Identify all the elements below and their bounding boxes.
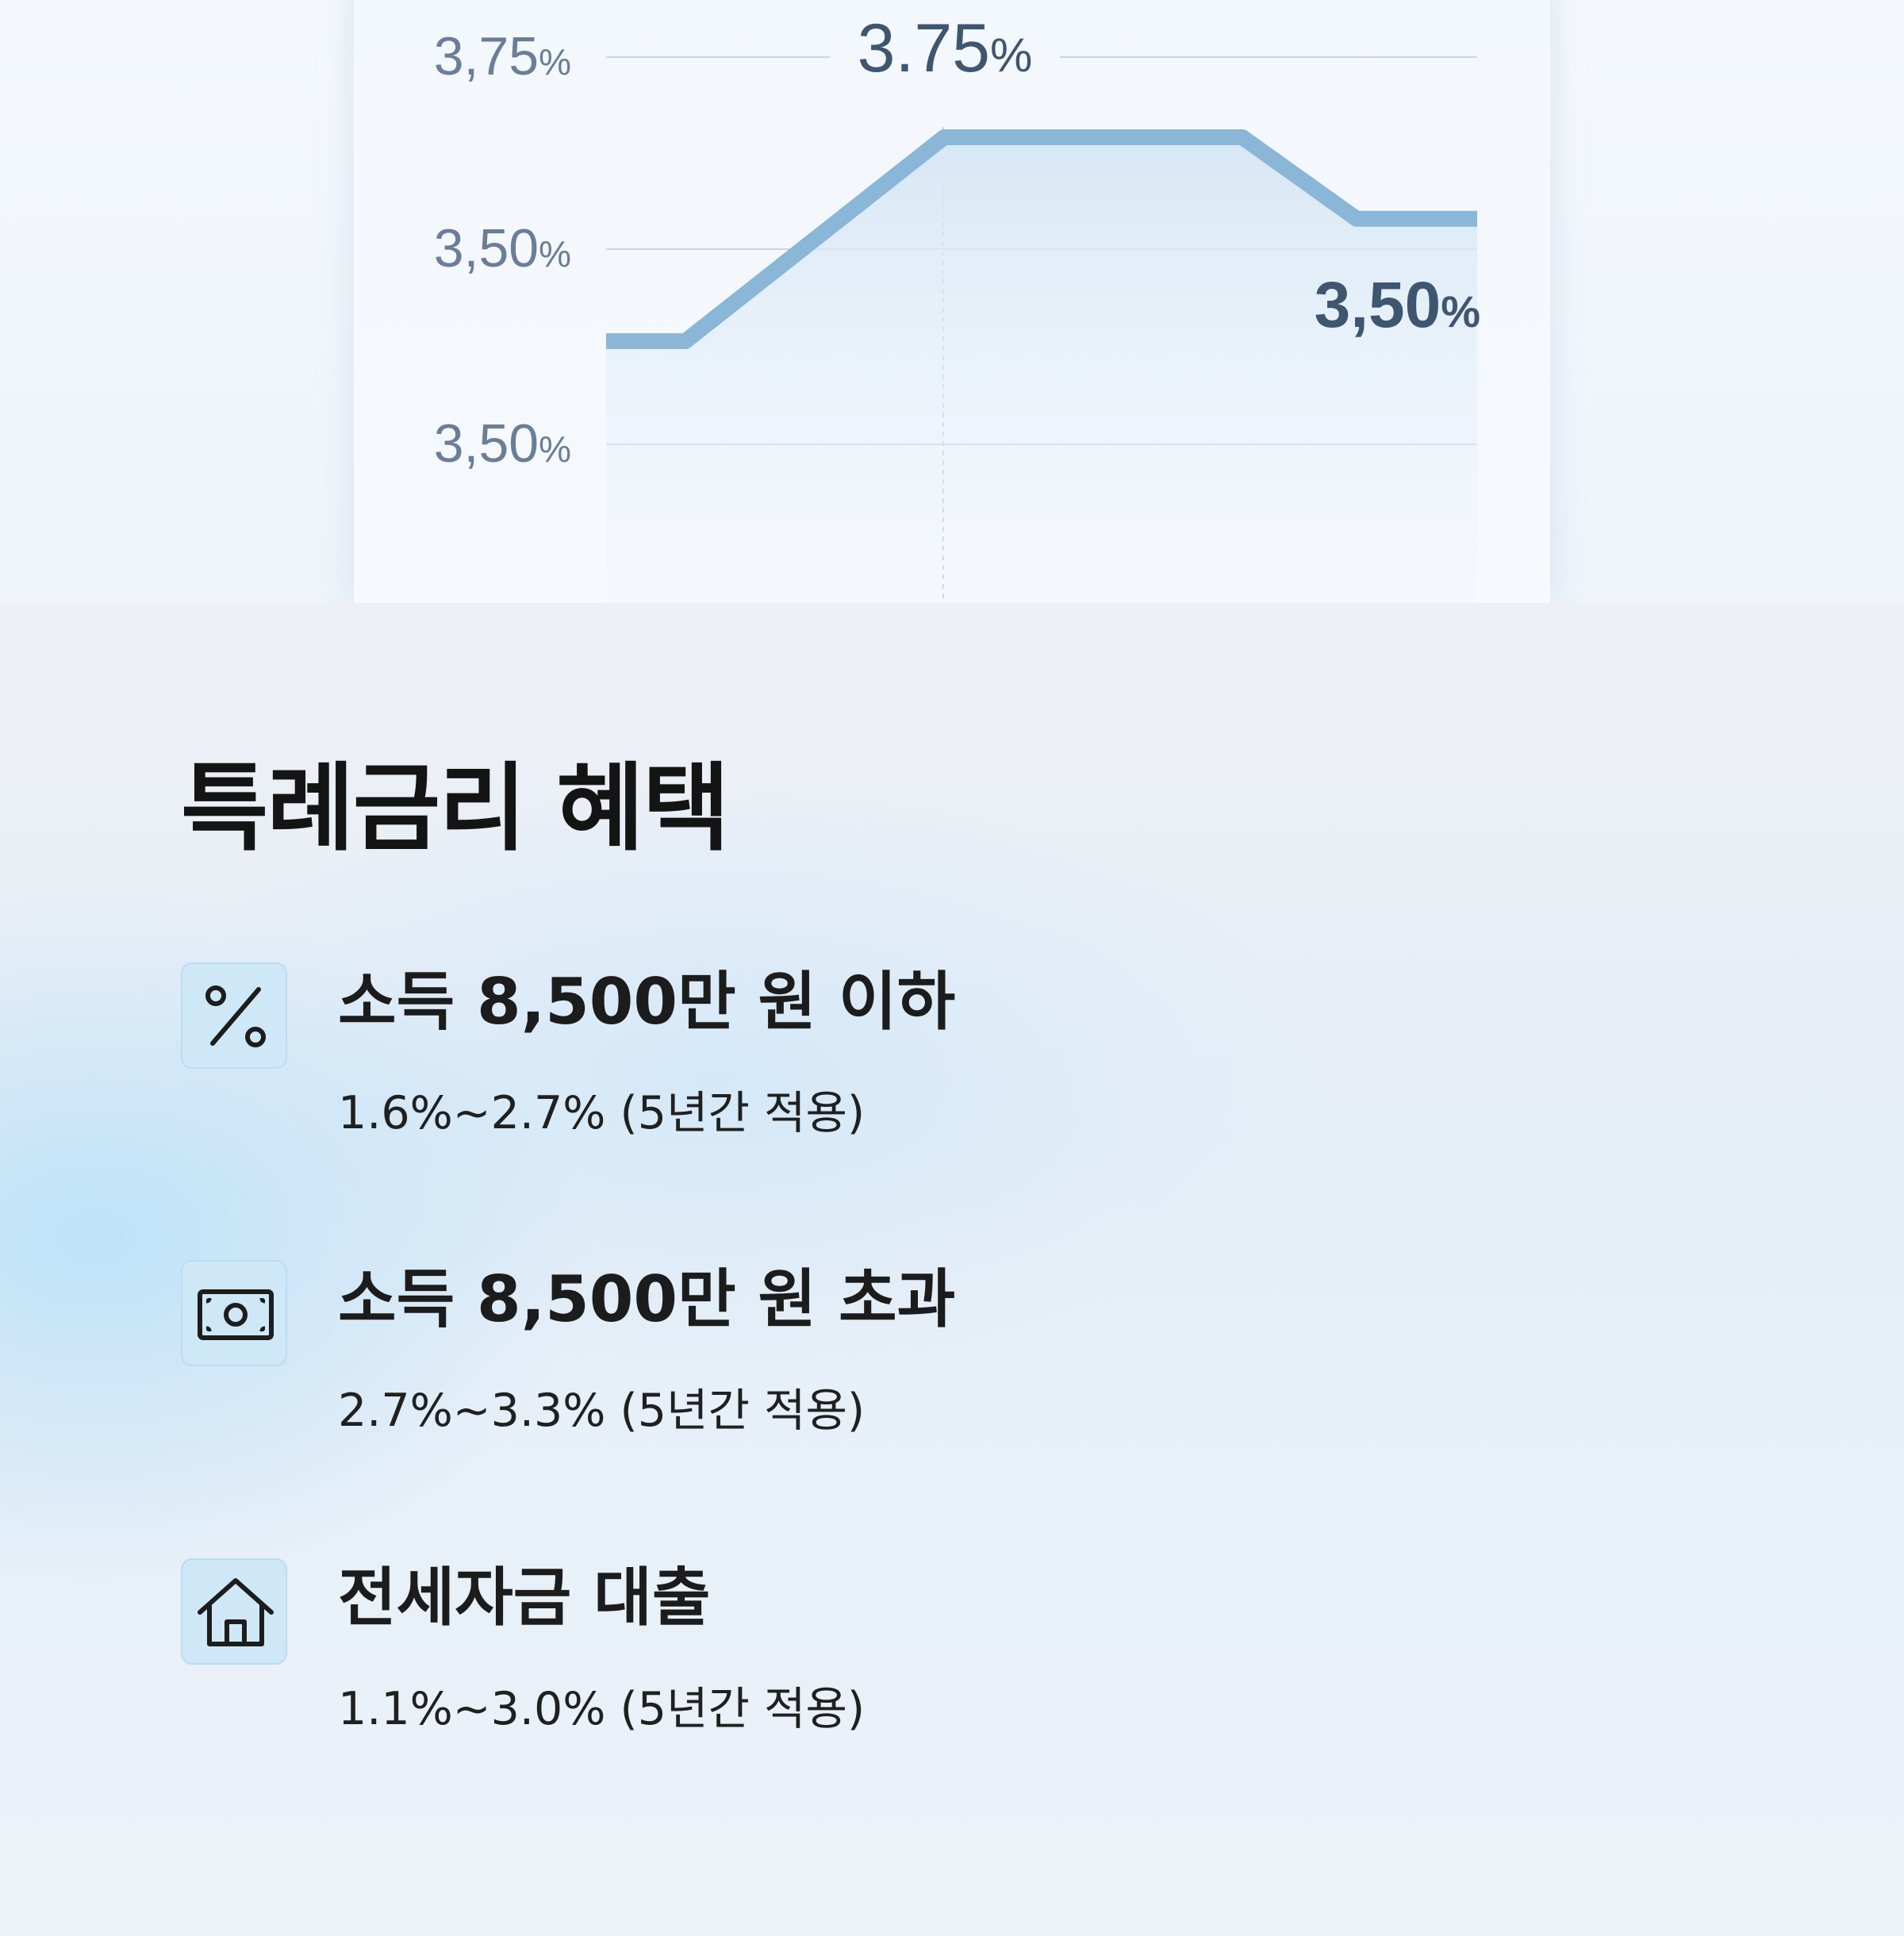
benefit-item-jeonse-loan: 전세자금 대출 1.1%~3.0% (5년간 적용): [181, 1558, 1688, 1765]
benefits-panel-background: [0, 603, 1904, 1936]
section-title: 특례금리 혜택: [181, 754, 730, 864]
benefit-rate: 2.7%~3.3% (5년간 적용): [338, 1385, 866, 1437]
benefit-item-income-under: 소득 8,500만 원 이하 1.6%~2.7% (5년간 적용): [181, 962, 1688, 1169]
y-tick-label: 3,50%: [434, 218, 571, 278]
interest-rate-chart-card: 3,75% 3,50% 3,50% 3.75% 3,50%: [354, 0, 1550, 603]
rate-line: [606, 129, 1477, 349]
benefit-item-income-over: 소득 8,500만 원 초과 2.7%~3.3% (5년간 적용): [181, 1260, 1688, 1466]
benefit-rate: 1.6%~2.7% (5년간 적용): [338, 1087, 866, 1139]
interest-rate-chart: 3,75% 3,50% 3,50% 3.75% 3,50%: [434, 10, 1480, 603]
value-annotation: 3,50%: [1315, 269, 1480, 341]
benefit-title: 소득 8,500만 원 초과: [338, 1262, 956, 1336]
benefit-rate: 1.1%~3.0% (5년간 적용): [338, 1683, 866, 1735]
area-fill: [606, 137, 1477, 603]
benefit-title: 전세자금 대출: [338, 1561, 711, 1634]
home-icon: [181, 1558, 287, 1665]
value-annotation: 3.75%: [858, 10, 1033, 86]
y-tick-label: 3,50%: [434, 413, 571, 474]
y-tick-label: 3,75%: [434, 26, 571, 86]
money-icon: [181, 1260, 287, 1366]
percent-icon: [181, 962, 287, 1069]
benefit-title: 소득 8,500만 원 이하: [338, 965, 956, 1039]
